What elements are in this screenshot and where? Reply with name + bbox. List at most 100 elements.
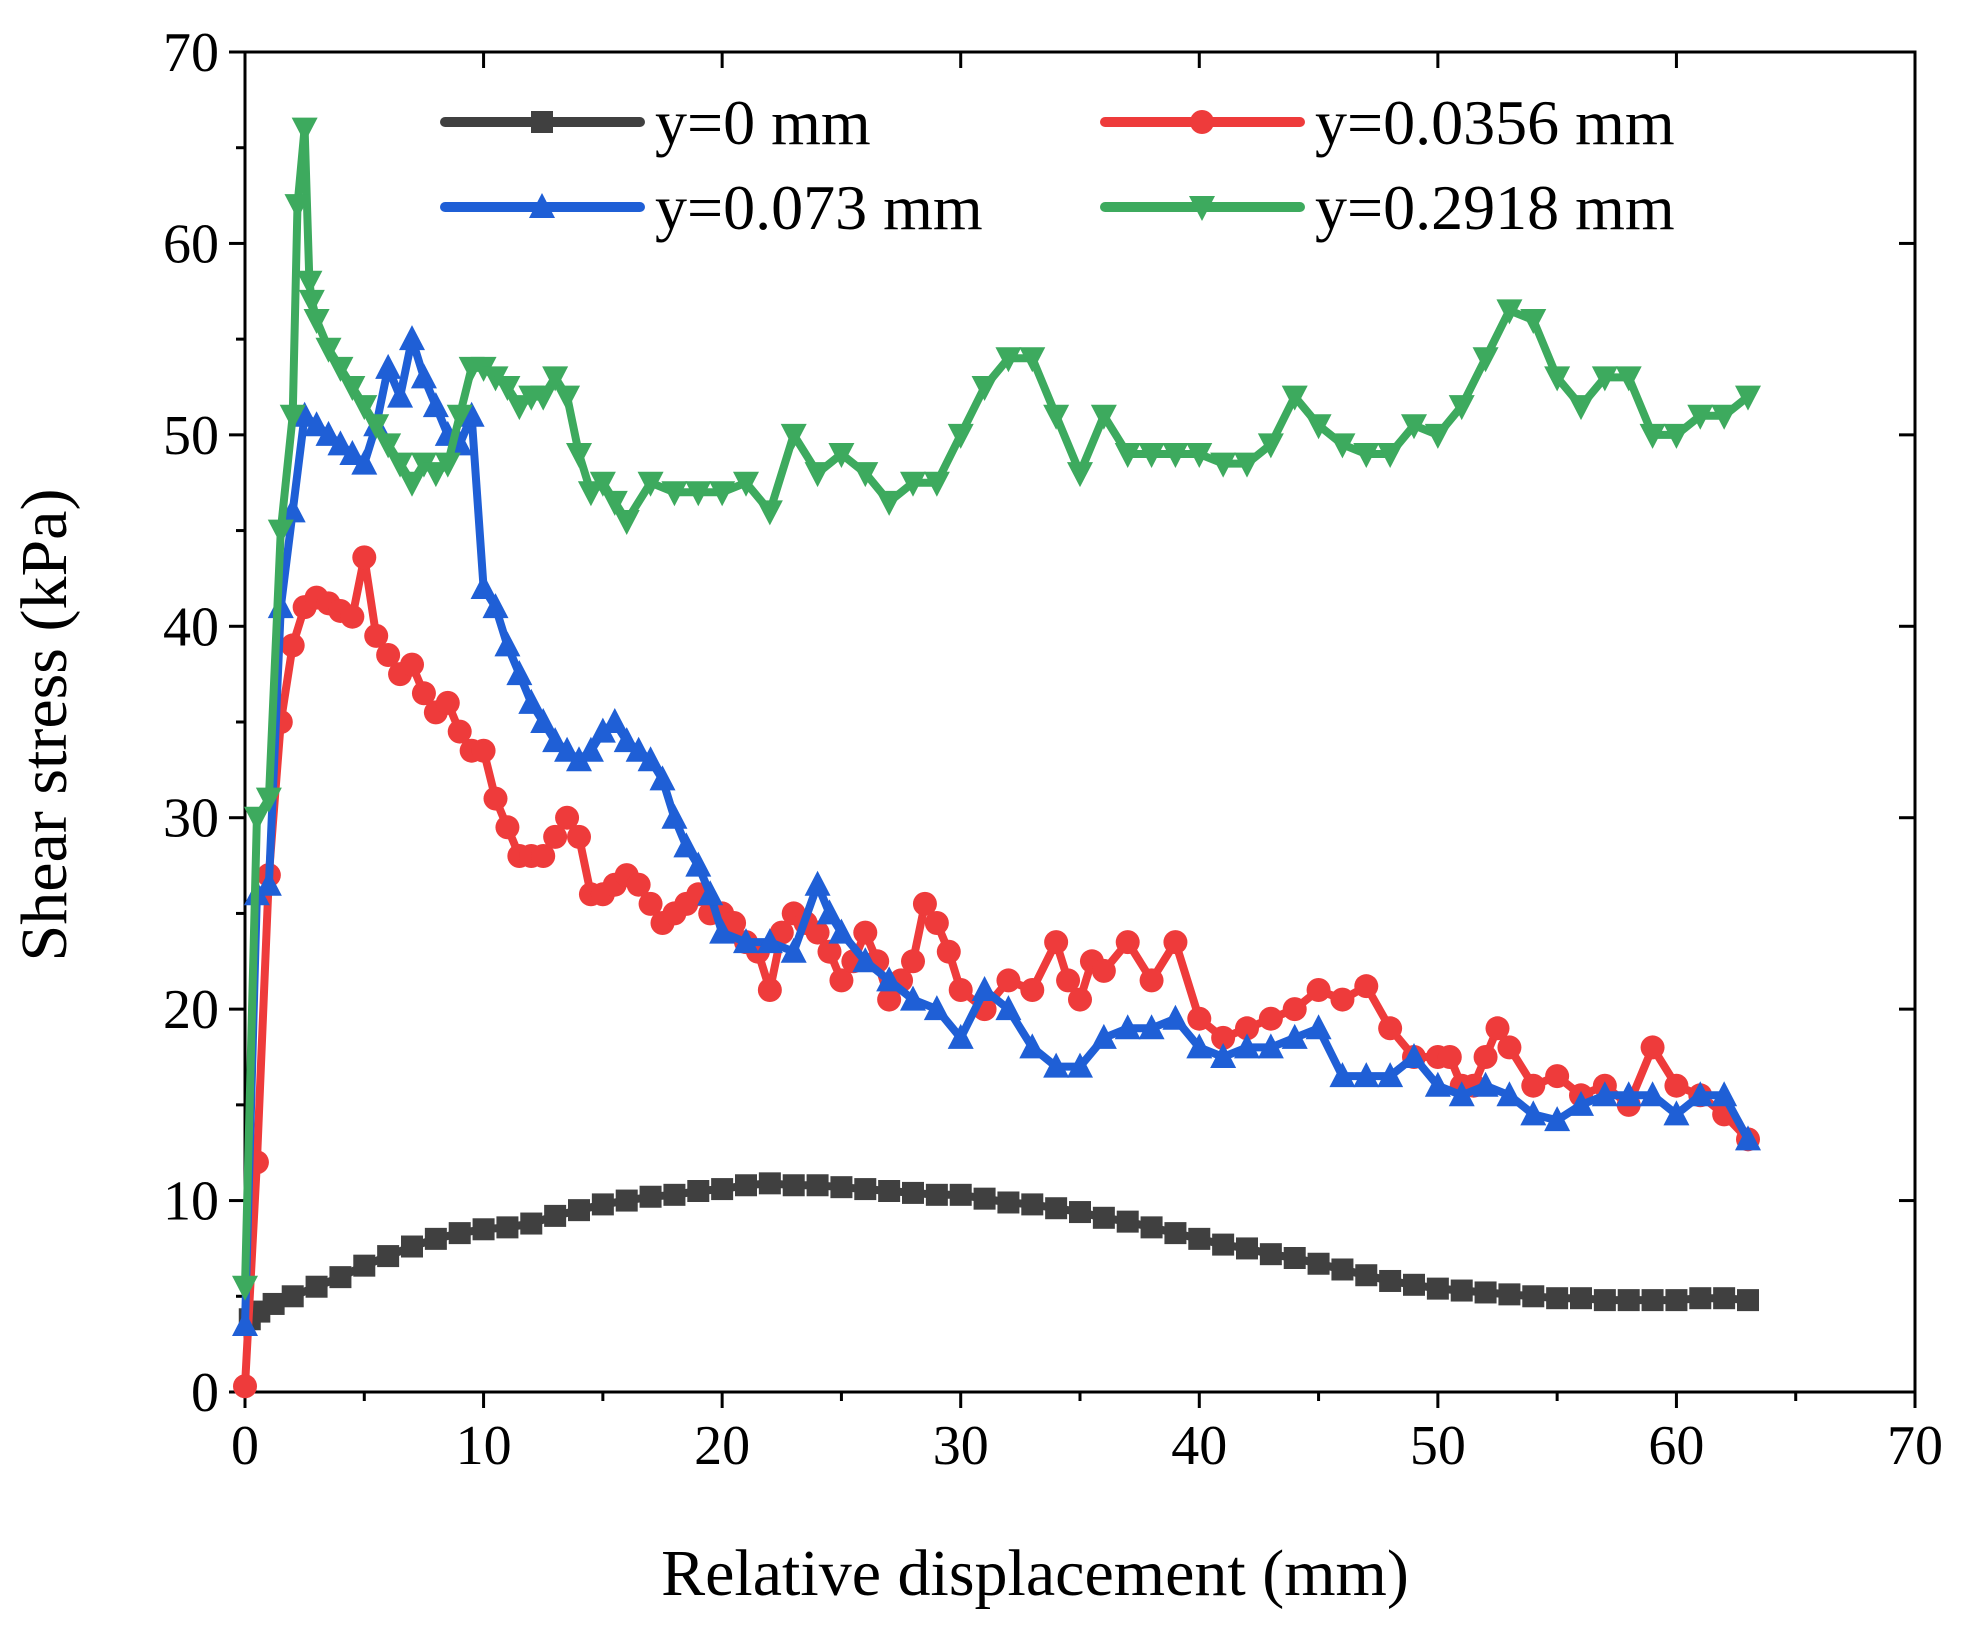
data-point: [709, 918, 736, 944]
y-tick-label: 40: [163, 596, 219, 658]
data-point: [1377, 1062, 1404, 1088]
x-tick-label: 20: [694, 1415, 750, 1477]
data-point: [1138, 443, 1165, 468]
x-tick-label: 50: [1410, 1415, 1466, 1477]
data-point: [1735, 385, 1761, 411]
data-point: [494, 631, 521, 657]
data-point: [625, 736, 652, 762]
data-point: [351, 449, 378, 475]
data-point: [948, 978, 973, 1002]
data-point: [1187, 1006, 1212, 1031]
data-point: [1116, 1210, 1139, 1233]
data-point: [1378, 1016, 1403, 1041]
data-point: [901, 949, 925, 974]
data-point: [1545, 1064, 1570, 1089]
plot-frame: [243, 50, 1917, 1394]
series-y-0-073-mm: [232, 325, 1761, 1336]
data-point: [542, 366, 569, 392]
data-point: [339, 440, 366, 465]
x-tick-label: 30: [933, 1415, 989, 1477]
data-point: [1258, 1006, 1283, 1031]
data-point: [1257, 433, 1284, 459]
data-point: [577, 736, 604, 762]
data-point: [1140, 1216, 1163, 1239]
data-point: [1211, 1025, 1236, 1050]
data-point: [377, 1245, 400, 1268]
data-point: [1353, 1062, 1380, 1088]
data-point: [291, 117, 318, 143]
data-point: [1424, 1071, 1451, 1097]
y-tick-label: 20: [163, 979, 219, 1041]
data-point: [411, 681, 436, 706]
data-point: [233, 1374, 257, 1399]
data-point: [1019, 347, 1046, 373]
data-point: [1568, 1090, 1594, 1116]
data-point: [1737, 1289, 1759, 1312]
data-point: [303, 411, 330, 437]
data-point: [1353, 443, 1380, 468]
data-point: [424, 1227, 447, 1250]
data-point: [601, 708, 628, 733]
data-point: [971, 976, 998, 1001]
data-point: [1687, 1081, 1714, 1107]
axes: 0 10 20 30 40 50 60 70 0 10 20 30 40 50 60 70: [163, 22, 1943, 1477]
data-point: [1069, 1201, 1091, 1224]
y-tick-label: 30: [163, 788, 219, 850]
series-line: [241, 124, 1752, 1291]
data-point: [298, 289, 325, 315]
series-y-0-2918-mm: [232, 117, 1761, 1301]
data-point: [495, 815, 520, 840]
legend: y=0 mm y=0.0356 mm y=0.073 mm y=0.2918 mm: [440, 87, 1675, 243]
data-point: [601, 490, 628, 516]
data-point: [615, 1189, 638, 1212]
data-point: [925, 1183, 948, 1206]
legend-item: y=0.2918 mm: [1100, 172, 1675, 243]
x-tick-label: 60: [1648, 1415, 1704, 1477]
data-point: [470, 574, 497, 599]
data-point: [854, 1178, 877, 1201]
series-y-0-mm: [238, 1172, 1759, 1331]
data-point: [1305, 414, 1332, 440]
legend-item: y=0.0356 mm: [1100, 87, 1675, 158]
data-point: [1331, 1258, 1354, 1281]
data-point: [996, 968, 1021, 993]
data-point: [589, 471, 616, 497]
legend-label: y=0 mm: [655, 87, 871, 158]
data-point: [577, 481, 604, 507]
legend-marker: [1189, 196, 1215, 221]
data-point: [639, 1185, 662, 1208]
data-point: [1591, 1081, 1618, 1107]
data-point: [531, 844, 556, 868]
data-point: [711, 1178, 734, 1201]
data-point: [769, 920, 794, 945]
data-point: [255, 787, 282, 813]
data-point: [1496, 299, 1523, 325]
data-point: [1377, 443, 1404, 468]
data-point: [364, 623, 389, 648]
legend-marker: [1190, 110, 1214, 134]
data-point: [1235, 1016, 1259, 1041]
data-point: [1522, 1285, 1545, 1308]
data-point: [733, 471, 759, 497]
data-point: [830, 1176, 853, 1199]
data-point: [1257, 1033, 1284, 1059]
data-point: [687, 1180, 710, 1202]
data-point: [1450, 1279, 1473, 1302]
data-point: [877, 987, 902, 1012]
data-point: [1663, 1100, 1690, 1126]
data-point: [1615, 366, 1642, 392]
data-point: [1401, 414, 1427, 440]
data-point: [638, 891, 663, 916]
data-point: [1546, 1287, 1569, 1310]
data-point: [1281, 385, 1308, 411]
data-point: [232, 1275, 258, 1301]
data-point: [1615, 1081, 1642, 1107]
data-point: [305, 1275, 328, 1298]
data-point: [482, 593, 509, 619]
data-point: [1473, 1045, 1498, 1069]
data-point: [375, 433, 402, 459]
data-point: [1115, 930, 1140, 955]
data-point: [1067, 1052, 1093, 1078]
data-point: [804, 870, 831, 896]
data-point: [329, 1266, 352, 1289]
